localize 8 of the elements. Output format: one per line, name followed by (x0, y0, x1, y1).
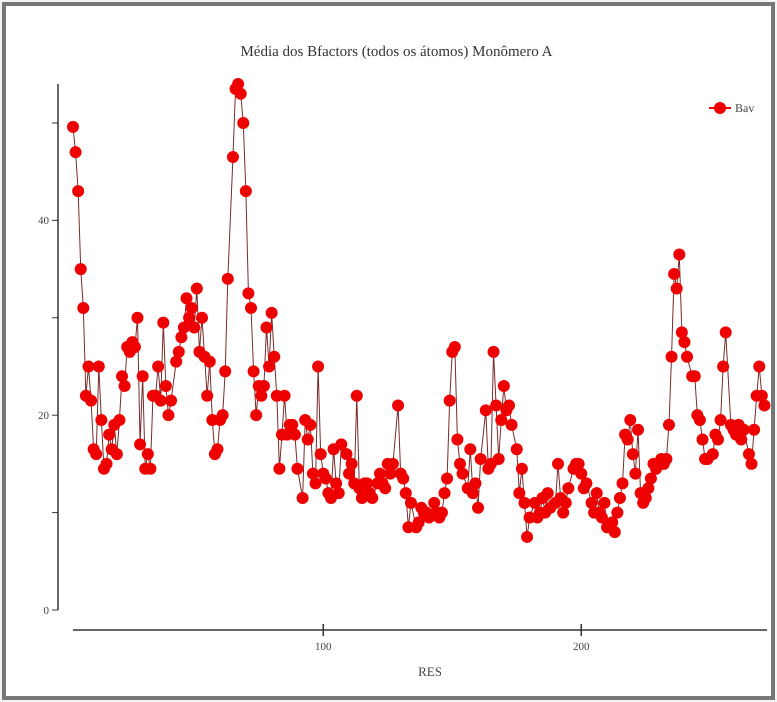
y-tick-label: 40 (38, 215, 50, 228)
y-tick-label: 20 (38, 410, 50, 422)
legend-label: Bav (735, 101, 754, 116)
x-tick-label: 100 (315, 641, 332, 653)
chart-title: Média dos Bfactors (todos os átomos) Monômero A (240, 44, 553, 60)
x-tick-label: 200 (572, 641, 590, 653)
x-axis-title: RES (418, 664, 442, 679)
y-tick-label: 0 (44, 604, 50, 617)
